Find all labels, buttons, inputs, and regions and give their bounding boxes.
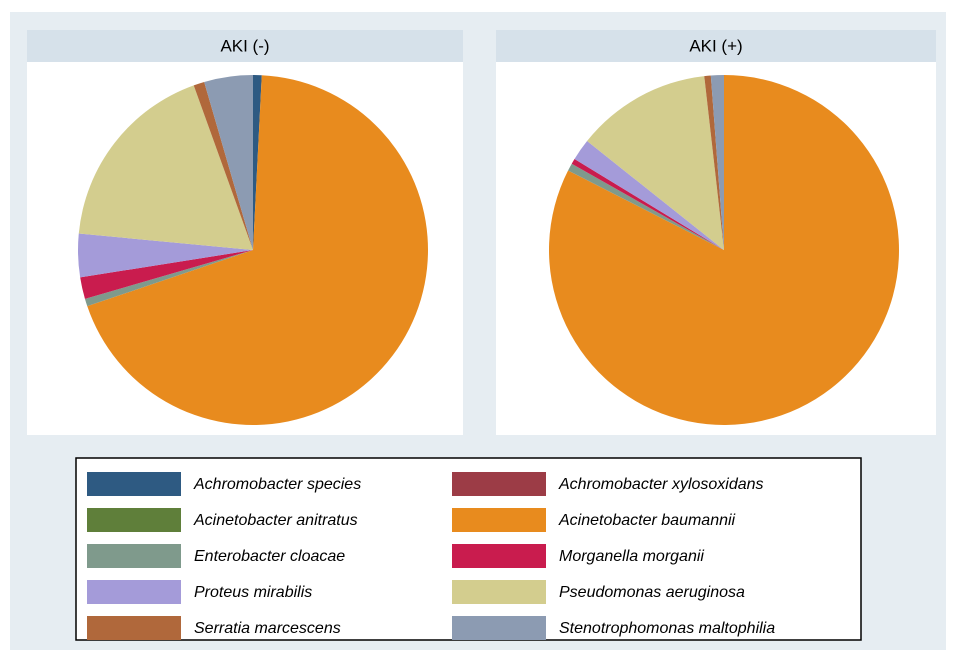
- legend-swatch: [452, 580, 546, 604]
- pie-slice: [80, 250, 253, 299]
- legend-swatch: [87, 472, 181, 496]
- legend-label: Pseudomonas aeruginosa: [559, 584, 745, 601]
- pie-slice: [568, 163, 724, 250]
- legend-label: Stenotrophomonas maltophilia: [559, 620, 775, 637]
- panel-header: [27, 30, 463, 62]
- pie-slice: [87, 75, 428, 425]
- panel-header: [496, 30, 936, 62]
- pie-slice: [704, 75, 724, 250]
- pie-slice: [78, 85, 253, 251]
- legend-swatch: [452, 544, 546, 568]
- pie-slice: [204, 75, 253, 250]
- legend-swatch: [452, 508, 546, 532]
- panel-title: AKI (-): [220, 36, 269, 55]
- legend-swatch: [87, 580, 181, 604]
- legend-swatch: [87, 508, 181, 532]
- legend-label: Proteus mirabilis: [194, 584, 312, 601]
- panel-title: AKI (+): [689, 36, 742, 55]
- legend-swatch: [452, 616, 546, 640]
- pie-slice: [574, 141, 724, 250]
- pie-slice: [571, 159, 724, 250]
- legend-swatch: [87, 544, 181, 568]
- pie-slice: [253, 75, 262, 250]
- pie-slice: [193, 81, 253, 250]
- legend-label: Acinetobacter baumannii: [558, 512, 736, 529]
- legend-swatch: [87, 616, 181, 640]
- legend-label: Enterobacter cloacae: [194, 548, 345, 565]
- pie-slice: [84, 250, 253, 307]
- legend-label: Acinetobacter anitratus: [193, 512, 358, 529]
- legend-label: Serratia marcescens: [194, 620, 341, 637]
- legend-label: Achromobacter species: [193, 476, 361, 493]
- pie-slice: [77, 233, 253, 278]
- pie-slice: [710, 75, 724, 250]
- pie-slice: [587, 76, 724, 251]
- legend-swatch: [452, 472, 546, 496]
- legend-label: Achromobacter xylosoxidans: [558, 476, 764, 493]
- legend-label: Morganella morganii: [559, 548, 704, 565]
